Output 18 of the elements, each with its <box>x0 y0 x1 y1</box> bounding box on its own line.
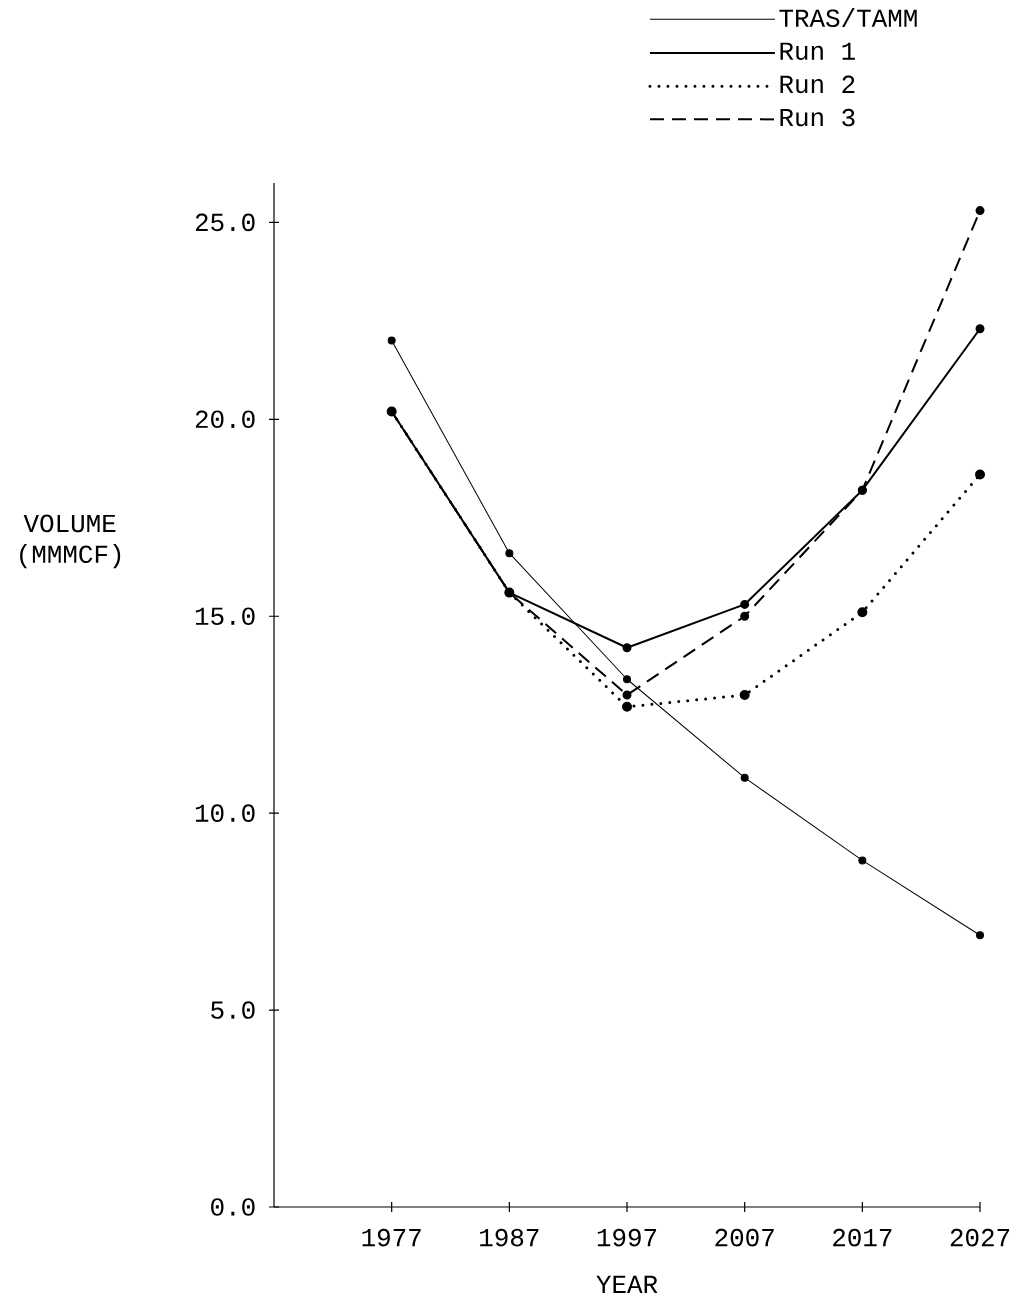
y-tick-label: 25.0 <box>195 213 255 232</box>
x-tick-label: 1997 <box>597 1228 657 1247</box>
y-tick-label: 5.0 <box>211 1001 255 1019</box>
y-tick-label: 0.0 <box>211 1198 255 1216</box>
legend-label: Run 2 <box>780 75 855 94</box>
x-axis-title: YEAR <box>596 1275 658 1293</box>
x-tick-label: 1987 <box>480 1228 539 1247</box>
y-tick-label: 20.0 <box>195 410 255 429</box>
legend-label: Run 3 <box>780 108 855 127</box>
y-tick-label: 10.0 <box>195 804 255 822</box>
x-tick-label: 2017 <box>833 1228 892 1247</box>
y-tick-label: 15.0 <box>195 607 255 626</box>
legend-label: Run 1 <box>780 42 855 60</box>
y-axis-title: VOLUME (MMMCF) <box>20 514 121 569</box>
x-tick-label: 2007 <box>715 1228 774 1247</box>
legend-label: TRAS/TAMM <box>779 8 917 28</box>
x-tick-label: 1977 <box>362 1228 421 1247</box>
x-tick-label: 2027 <box>950 1228 1010 1247</box>
